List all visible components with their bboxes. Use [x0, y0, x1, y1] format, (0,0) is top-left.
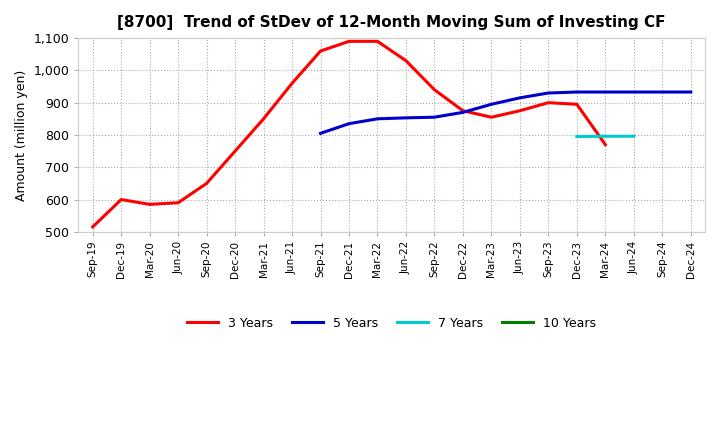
- 3 Years: [402, 58, 410, 63]
- 5 Years: [402, 115, 410, 121]
- 3 Years: [174, 200, 182, 205]
- 7 Years: [601, 134, 610, 139]
- Line: 5 Years: 5 Years: [320, 92, 690, 133]
- 3 Years: [202, 181, 211, 186]
- 5 Years: [658, 89, 667, 95]
- 5 Years: [629, 89, 638, 95]
- 3 Years: [345, 39, 354, 44]
- 3 Years: [145, 202, 154, 207]
- 5 Years: [487, 102, 496, 107]
- Y-axis label: Amount (million yen): Amount (million yen): [15, 70, 28, 201]
- Legend: 3 Years, 5 Years, 7 Years, 10 Years: 3 Years, 5 Years, 7 Years, 10 Years: [182, 312, 601, 335]
- 5 Years: [516, 95, 524, 100]
- 3 Years: [259, 116, 268, 121]
- 3 Years: [117, 197, 125, 202]
- 7 Years: [629, 134, 638, 139]
- 3 Years: [89, 224, 97, 230]
- 3 Years: [601, 142, 610, 147]
- 5 Years: [459, 110, 467, 115]
- 5 Years: [544, 90, 553, 95]
- 3 Years: [459, 108, 467, 114]
- 3 Years: [373, 39, 382, 44]
- 5 Years: [572, 89, 581, 95]
- 5 Years: [316, 131, 325, 136]
- 3 Years: [516, 108, 524, 114]
- 3 Years: [231, 148, 240, 154]
- Title: [8700]  Trend of StDev of 12-Month Moving Sum of Investing CF: [8700] Trend of StDev of 12-Month Moving…: [117, 15, 666, 30]
- 3 Years: [572, 102, 581, 107]
- 7 Years: [572, 134, 581, 139]
- 3 Years: [430, 87, 438, 92]
- 3 Years: [544, 100, 553, 105]
- 5 Years: [430, 114, 438, 120]
- 5 Years: [686, 89, 695, 95]
- 5 Years: [373, 116, 382, 121]
- 3 Years: [316, 48, 325, 54]
- 5 Years: [345, 121, 354, 126]
- 3 Years: [288, 81, 297, 86]
- 3 Years: [487, 114, 496, 120]
- Line: 3 Years: 3 Years: [93, 41, 606, 227]
- 5 Years: [601, 89, 610, 95]
